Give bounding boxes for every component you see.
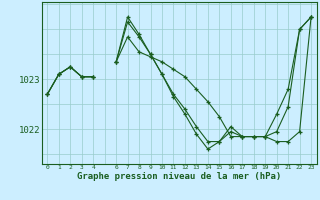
X-axis label: Graphe pression niveau de la mer (hPa): Graphe pression niveau de la mer (hPa)	[77, 172, 281, 181]
